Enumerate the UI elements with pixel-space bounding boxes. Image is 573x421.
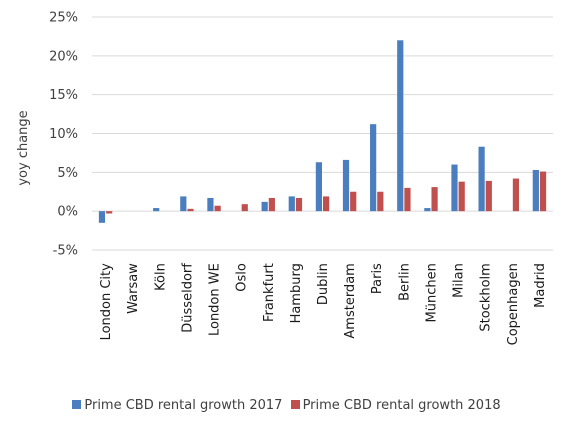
x-category-label: Berlin — [397, 263, 412, 301]
x-category-label: Milan — [452, 263, 467, 298]
bar-2018 — [323, 196, 330, 212]
x-category-label: Stockholm — [479, 263, 494, 331]
legend-label-2018: Prime CBD rental growth 2018 — [302, 398, 501, 413]
bar-2017 — [478, 146, 485, 212]
x-category-label: Oslo — [235, 263, 250, 292]
bars — [98, 40, 547, 223]
y-tick-label: 25% — [49, 11, 78, 26]
legend-item-2017: Prime CBD rental growth 2017 — [72, 398, 282, 413]
bar-2018 — [295, 197, 303, 212]
y-tick-label: 20% — [49, 49, 78, 64]
bar-2017 — [315, 162, 322, 212]
y-tick-label: 15% — [49, 88, 78, 103]
bar-2017 — [261, 201, 268, 212]
legend: Prime CBD rental growth 2017 Prime CBD r… — [0, 398, 573, 413]
bar-2018 — [106, 211, 113, 214]
legend-swatch-2018 — [290, 400, 300, 409]
bar-2018 — [404, 187, 411, 212]
y-axis-title: yoy change — [16, 110, 31, 185]
x-category-label: Amsterdam — [343, 263, 358, 338]
x-category-label: Hamburg — [289, 263, 304, 323]
bar-2017 — [207, 197, 214, 212]
gridlines — [92, 16, 553, 251]
bar-2018 — [268, 197, 275, 212]
legend-label-2017: Prime CBD rental growth 2017 — [84, 398, 283, 413]
x-category-label: Köln — [153, 263, 168, 291]
bar-2018 — [350, 191, 357, 212]
bar-2017 — [98, 211, 106, 223]
x-axis-category-labels: London City Warsaw Köln Düsseldorf London WE… — [99, 263, 548, 346]
bar-2018 — [187, 208, 194, 212]
bar-2018 — [458, 181, 465, 212]
x-category-label: Copenhagen — [506, 263, 521, 345]
x-category-label: Frankfurt — [262, 263, 277, 322]
bar-2017 — [532, 170, 539, 212]
x-category-label: London WE — [208, 263, 223, 336]
bar-2017 — [451, 164, 458, 212]
bar-2017 — [153, 208, 160, 212]
legend-item-2018: Prime CBD rental growth 2018 — [290, 398, 501, 413]
bar-2018 — [431, 187, 438, 212]
bar-2017 — [288, 196, 295, 212]
bar-2018 — [539, 171, 547, 212]
bar-2017 — [370, 124, 377, 212]
x-category-label: München — [424, 263, 439, 322]
x-category-label: Dublin — [316, 263, 331, 305]
bar-2018 — [485, 180, 492, 212]
bar-2017 — [342, 159, 350, 212]
y-tick-label: 5% — [57, 166, 78, 181]
x-category-label: Warsaw — [126, 263, 141, 314]
x-category-label: Paris — [370, 263, 385, 294]
bar-2018 — [512, 178, 520, 212]
legend-swatch-2017 — [72, 400, 82, 409]
bar-2017 — [424, 208, 431, 212]
bar-2017 — [397, 40, 404, 212]
bar-2018 — [377, 191, 384, 212]
y-tick-label: 10% — [49, 127, 78, 142]
y-tick-label: -5% — [53, 244, 78, 259]
x-category-label: London City — [99, 263, 114, 341]
x-category-label: Madrid — [533, 263, 548, 308]
bar-2018 — [214, 205, 221, 212]
y-tick-label: 0% — [57, 205, 78, 220]
bar-2018 — [241, 204, 248, 212]
x-category-label: Düsseldorf — [180, 263, 195, 333]
y-axis-tick-labels: -5% 0% 5% 10% 15% 20% 25% — [49, 11, 78, 259]
bar-2017 — [180, 196, 187, 212]
